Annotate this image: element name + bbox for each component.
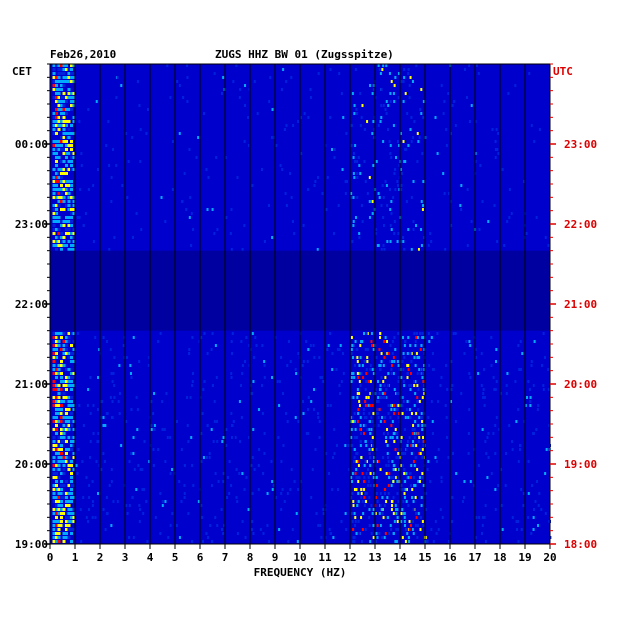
utc-tick-label: 23:00 (564, 138, 597, 151)
x-tick-label: 0 (47, 551, 54, 564)
x-tick-label: 2 (97, 551, 104, 564)
x-tick-label: 19 (518, 551, 531, 564)
x-tick-label: 12 (343, 551, 356, 564)
cet-tick-label: 00:00 (15, 138, 48, 151)
cet-tick-label: 23:00 (15, 218, 48, 231)
x-tick-label: 16 (443, 551, 457, 564)
x-tick-label: 18 (493, 551, 506, 564)
utc-tick-label: 21:00 (564, 298, 597, 311)
cet-axis-label: CET (12, 65, 32, 78)
utc-axis-label: UTC (553, 65, 573, 78)
cet-tick-label: 22:00 (15, 298, 48, 311)
x-tick-label: 13 (368, 551, 381, 564)
x-tick-label: 9 (272, 551, 279, 564)
cet-tick-label: 20:00 (15, 458, 48, 471)
x-tick-label: 10 (293, 551, 306, 564)
x-axis-ticks: 0 1 2 3 4 5 6 7 8 9 10 11 12 13 14 15 16 17 18 19 20 (47, 544, 557, 564)
x-tick-label: 3 (122, 551, 129, 564)
x-axis-title: FREQUENCY (HZ) (254, 566, 347, 579)
gridlines (49, 63, 551, 545)
cet-tick-label: 21:00 (15, 378, 48, 391)
utc-tick-label: 18:00 (564, 538, 597, 551)
x-tick-label: 4 (147, 551, 154, 564)
x-tick-label: 7 (222, 551, 229, 564)
cet-tick-label: 19:00 (15, 538, 48, 551)
utc-time-ticks: 18:00 19:00 20:00 21:00 22:00 23:00 (550, 63, 597, 551)
date-label: Feb26,2010 (50, 48, 116, 61)
utc-tick-label: 19:00 (564, 458, 597, 471)
cet-time-ticks: 19:00 20:00 21:00 22:00 23:00 00:00 (15, 63, 50, 551)
x-tick-label: 15 (418, 551, 431, 564)
x-tick-label: 20 (543, 551, 556, 564)
x-tick-label: 8 (247, 551, 254, 564)
x-tick-label: 11 (318, 551, 332, 564)
utc-tick-label: 22:00 (564, 218, 597, 231)
x-tick-label: 6 (197, 551, 204, 564)
x-tick-label: 5 (172, 551, 179, 564)
utc-tick-label: 20:00 (564, 378, 597, 391)
x-tick-label: 1 (72, 551, 79, 564)
x-tick-label: 14 (393, 551, 407, 564)
chart-title: ZUGS HHZ BW 01 (Zugsspitze) (215, 48, 394, 61)
x-tick-label: 17 (468, 551, 481, 564)
